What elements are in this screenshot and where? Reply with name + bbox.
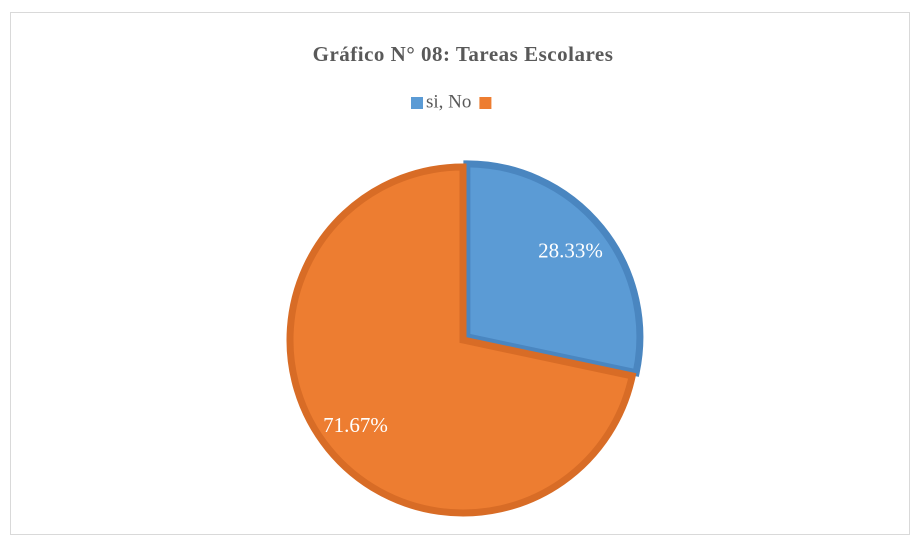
data-label: 71.67% <box>323 413 388 437</box>
chart-title: Gráfico N° 08: Tareas Escolares <box>313 42 614 66</box>
pie-slice <box>463 160 644 377</box>
legend-swatch <box>411 97 423 109</box>
legend-swatch <box>479 97 492 109</box>
pie-slice <box>286 163 637 517</box>
data-label: 28.33% <box>538 239 603 263</box>
legend-label: si, No <box>426 91 471 112</box>
